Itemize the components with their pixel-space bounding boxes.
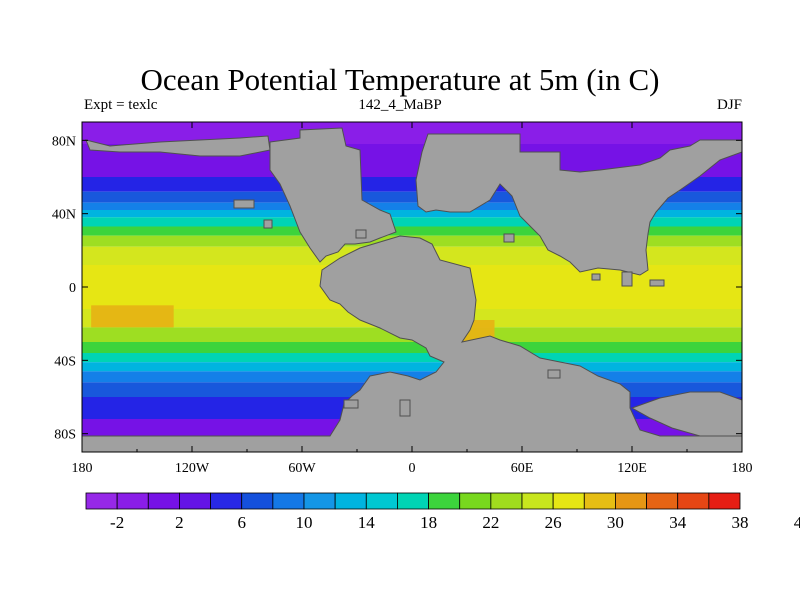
temperature-band [82, 353, 742, 363]
colorbar-tick-label: 6 [237, 513, 246, 532]
colorbar-tick-label: 34 [669, 513, 687, 532]
colorbar-tick-label: 26 [545, 513, 562, 532]
land-island [399, 399, 411, 417]
colorbar-swatch [677, 492, 710, 510]
colorbar-labels: -226101418222630343842 [110, 513, 800, 532]
colorbar-tick-label: -2 [110, 513, 124, 532]
lat-tick-label: 80N [52, 134, 76, 149]
lat-tick-label: 80S [54, 428, 76, 443]
lon-tick-label: 120W [175, 461, 210, 476]
land-island [355, 229, 367, 239]
colorbar-swatch [241, 492, 274, 510]
colorbar-swatch [459, 492, 492, 510]
colorbar [85, 492, 741, 510]
colorbar-swatch [365, 492, 398, 510]
colorbar-swatch [552, 492, 585, 510]
lat-tick-label: 40N [52, 208, 76, 223]
temperature-band [82, 191, 742, 203]
temperature-band [82, 210, 742, 218]
colorbar-swatch [179, 492, 211, 510]
land-north-america [269, 127, 397, 263]
colorbar-tick-label: 10 [296, 513, 313, 532]
lon-tick-label: 180 [732, 461, 753, 476]
land-mask [82, 127, 742, 452]
land-island [503, 233, 515, 243]
colorbar-swatch [272, 492, 305, 510]
lon-tick-label: 60E [511, 461, 534, 476]
land-australia [630, 391, 742, 437]
colorbar-swatch [428, 492, 461, 510]
land-island [263, 219, 273, 229]
colorbar-swatch [85, 492, 118, 510]
colorbar-swatch [334, 492, 367, 510]
colorbar-swatch [708, 492, 741, 510]
land-island [621, 271, 633, 287]
temperature-band [82, 362, 742, 372]
warm-pool-region [91, 305, 174, 328]
land-island [343, 399, 359, 409]
land-island [547, 369, 561, 379]
colorbar-swatch [646, 492, 679, 510]
colorbar-tick-label: 38 [732, 513, 749, 532]
land-island [233, 199, 255, 209]
temperature-band [82, 217, 742, 227]
colorbar-swatch [397, 492, 429, 510]
temperature-band [82, 342, 742, 353]
land-island [591, 273, 601, 281]
lon-tick-label: 120E [617, 461, 647, 476]
land-island [649, 279, 665, 287]
colorbar-tick-label: 30 [607, 513, 624, 532]
lat-tick-label: 40S [54, 354, 76, 369]
colorbar-tick-label: 14 [358, 513, 376, 532]
temperature-band [82, 202, 742, 210]
lon-tick-label: 60W [288, 461, 316, 476]
longitude-axis: 180 120W 60W 0 60E 120E 180 [72, 122, 753, 476]
experiment-label: Expt = texlc [84, 97, 158, 113]
map-area [82, 122, 742, 452]
colorbar-swatch [490, 492, 523, 510]
land-greenland [85, 135, 271, 157]
colorbar-swatch [210, 492, 243, 510]
lat-tick-label: 0 [69, 281, 76, 296]
temperature-band [82, 226, 742, 236]
colorbar-swatch [521, 492, 554, 510]
colorbar-swatch [615, 492, 647, 510]
colorbar-tick-label: 2 [175, 513, 184, 532]
latitude-axis: 80N 40N 0 40S 80S [52, 134, 742, 443]
colorbar-swatch [147, 492, 180, 510]
lon-tick-label: 180 [72, 461, 93, 476]
land-eurasia [415, 133, 742, 276]
colorbar-tick-label: 42 [794, 513, 800, 532]
colorbar-tick-label: 22 [482, 513, 499, 532]
chart-title: Ocean Potential Temperature at 5m (in C) [140, 62, 660, 97]
colorbar-tick-label: 18 [420, 513, 437, 532]
colorbar-swatch [303, 492, 336, 510]
age-label: 142_4_MaBP [358, 97, 442, 113]
lon-tick-label: 0 [409, 461, 416, 476]
colorbar-swatch [583, 492, 616, 510]
season-label: DJF [716, 97, 742, 113]
colorbar-swatch [116, 492, 149, 510]
land-gondwana [82, 235, 742, 452]
